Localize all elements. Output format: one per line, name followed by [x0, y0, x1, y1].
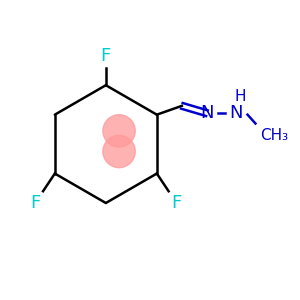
Text: CH₃: CH₃	[260, 128, 288, 143]
Text: F: F	[101, 46, 111, 64]
Text: H: H	[235, 89, 247, 104]
Text: N: N	[200, 104, 214, 122]
Circle shape	[103, 135, 135, 168]
Circle shape	[103, 115, 135, 147]
Text: F: F	[30, 194, 40, 212]
Text: F: F	[172, 194, 182, 212]
Text: N: N	[230, 104, 243, 122]
